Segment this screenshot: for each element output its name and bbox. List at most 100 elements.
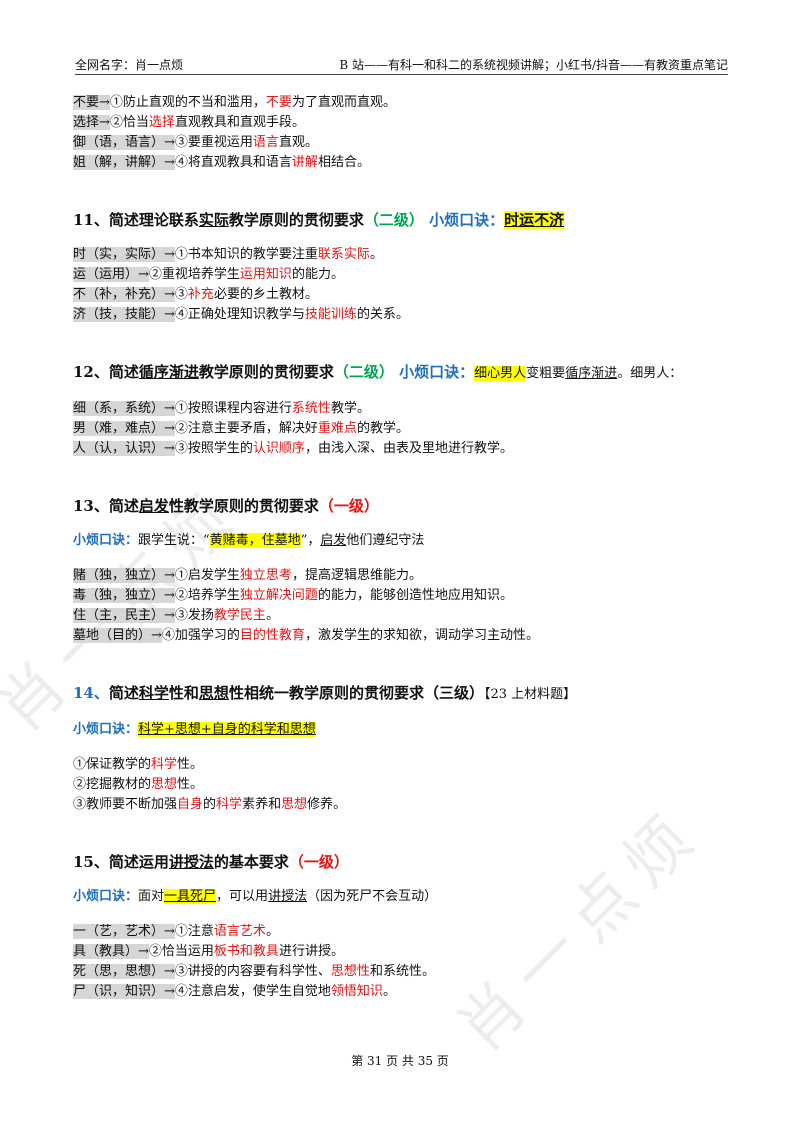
text-span: 技能训练 bbox=[304, 307, 357, 322]
text-span: 语言艺术 bbox=[213, 924, 266, 939]
line: 运（运用）→②重视培养学生运用知识的能力。 bbox=[73, 265, 740, 285]
text-span: 直观。 bbox=[278, 135, 318, 150]
text-span: 性。 bbox=[177, 777, 204, 792]
text-span: 不要→ bbox=[73, 95, 110, 110]
text-span: ③按照学生的 bbox=[174, 441, 253, 456]
text-span: 小烦口诀： bbox=[73, 722, 139, 737]
text-span: （一级） bbox=[288, 853, 349, 871]
line: 御（语，语言）→③要重视运用语言直观。 bbox=[73, 133, 740, 153]
text-span: 相结合。 bbox=[317, 155, 370, 170]
text-span: 11、简述理论联系 bbox=[73, 211, 199, 229]
line: ②挖掘教材的思想性。 bbox=[73, 775, 740, 795]
text-span: 13、简述 bbox=[73, 497, 139, 515]
text-span: 一（艺，艺术）→ bbox=[73, 924, 175, 939]
text-span: 御（语，语言）→ bbox=[73, 135, 175, 150]
text-span: 科学 bbox=[216, 797, 243, 812]
text-span: ②注意主要矛盾，解决好 bbox=[174, 421, 318, 436]
text-span: 科学 bbox=[151, 757, 178, 772]
text-span: 的 bbox=[203, 797, 217, 812]
text-span: 为了直观而直观。 bbox=[291, 95, 396, 110]
line: ③教师要不断加强自身的科学素养和思想修养。 bbox=[73, 795, 740, 815]
text-span: 。 bbox=[369, 247, 383, 262]
text-span: ，激发学生的求知欲，调动学习主动性。 bbox=[304, 628, 539, 643]
text-span: 住（主，民主）→ bbox=[73, 608, 175, 623]
text-span: 小烦口诀： bbox=[73, 533, 139, 548]
line: 赌（独，独立）→①启发学生独立思考，提高逻辑思维能力。 bbox=[73, 566, 740, 586]
text-span: 重难点 bbox=[317, 421, 357, 436]
line: 选择→②恰当选择直观教具和直观手段。 bbox=[73, 113, 740, 133]
text-span: 实际 bbox=[198, 211, 229, 229]
text-span: 细（系，系统）→ bbox=[73, 401, 175, 416]
text-span: 毒（独，独立）→ bbox=[73, 588, 175, 603]
text-span: 领悟知识 bbox=[330, 984, 383, 999]
text-span: ③教师要不断加强 bbox=[73, 797, 178, 812]
text-span: ，由浅入深、由表及里地进行教学。 bbox=[304, 441, 513, 456]
text-span: 自身 bbox=[177, 797, 204, 812]
text-span: 死（思，思想）→ bbox=[73, 964, 175, 979]
text-span: ③要重视运用 bbox=[174, 135, 253, 150]
text-span: （二级） bbox=[363, 211, 424, 229]
text-span: 墓地（目的）→ bbox=[73, 628, 162, 643]
text-span: 修养。 bbox=[307, 797, 347, 812]
text-span: ④将直观教具和语言 bbox=[174, 155, 292, 170]
line: ①保证教学的科学性。 bbox=[73, 755, 740, 775]
text-span: 独立解决问题 bbox=[239, 588, 318, 603]
text-span: 讲授法 bbox=[268, 889, 308, 904]
text-span: 运用知识 bbox=[239, 267, 292, 282]
line: 不要→①防止直观的不当和滥用，不要为了直观而直观。 bbox=[73, 93, 740, 113]
text-span: 目的性教育 bbox=[239, 628, 305, 643]
mnemonic: 小烦口诀：科学+思想+自身的科学和思想 bbox=[73, 720, 740, 740]
text-span: ②恰当运用 bbox=[148, 944, 214, 959]
text-span: 小烦口诀： bbox=[393, 363, 475, 381]
text-span: ①注意 bbox=[174, 924, 214, 939]
text-span: ①防止直观的不当和滥用， bbox=[109, 95, 266, 110]
line: 一（艺，艺术）→①注意语言艺术。 bbox=[73, 922, 740, 942]
line: 细（系，系统）→①按照课程内容进行系统性教学。 bbox=[73, 399, 740, 419]
text-span: 科学 bbox=[138, 684, 169, 702]
text-span: 教学民主 bbox=[213, 608, 266, 623]
text-span: 济（技，技能）→ bbox=[73, 307, 175, 322]
text-span: 12、简述 bbox=[73, 363, 139, 381]
text-span: 的教学。 bbox=[356, 421, 409, 436]
line: 尸（识，知识）→④注意启发，使学生自觉地领悟知识。 bbox=[73, 982, 740, 1002]
text-span: 必要的乡土教材。 bbox=[213, 287, 318, 302]
text-span: 语言 bbox=[252, 135, 279, 150]
text-span: 循序渐进 bbox=[138, 363, 199, 381]
line: 姐（解，讲解）→④将直观教具和语言讲解相结合。 bbox=[73, 153, 740, 173]
text-span: 素养和 bbox=[242, 797, 282, 812]
text-span: 补充 bbox=[187, 287, 214, 302]
text-span: 时（实，实际）→ bbox=[73, 247, 175, 262]
text-span: （一级） bbox=[318, 497, 379, 515]
text-span: ，提高逻辑思维能力。 bbox=[291, 568, 422, 583]
heading: 14、简述科学性和思想性相统一教学原则的贯彻要求（三级）【23 上材料题】 bbox=[73, 683, 740, 705]
text-span: ，可以用 bbox=[216, 889, 269, 904]
text-span: 启发 bbox=[320, 533, 347, 548]
text-span: ③发扬 bbox=[174, 608, 214, 623]
text-span: 和系统性。 bbox=[369, 964, 435, 979]
text-span: 选择→ bbox=[73, 115, 110, 130]
mnemonic: 小烦口诀：面对一具死尸，可以用讲授法（因为死尸不会互动） bbox=[73, 887, 740, 907]
line: 不（补，补充）→③补充必要的乡土教材。 bbox=[73, 285, 740, 305]
text-span: 思想性 bbox=[330, 964, 370, 979]
text-span: 思想 bbox=[151, 777, 178, 792]
text-span: 讲授法 bbox=[168, 853, 214, 871]
text-span: 运（运用）→ bbox=[73, 267, 149, 282]
line: 人（认，认识）→③按照学生的认识顺序，由浅入深、由表及里地进行教学。 bbox=[73, 439, 740, 459]
text-span: 。细男人： bbox=[617, 366, 683, 381]
text-span: 男（难，难点）→ bbox=[73, 421, 175, 436]
line: 男（难，难点）→②注意主要矛盾，解决好重难点的教学。 bbox=[73, 419, 740, 439]
text-span: 赌（独，独立）→ bbox=[73, 568, 175, 583]
text-span: 变粗要 bbox=[526, 366, 566, 381]
text-span: 进行讲授。 bbox=[278, 944, 344, 959]
text-span: ”， bbox=[300, 533, 321, 548]
text-span: 具（教具）→ bbox=[73, 944, 149, 959]
heading: 13、简述启发性教学原则的贯彻要求（一级） bbox=[73, 496, 740, 516]
text-span: 跟学生说：“ bbox=[138, 533, 210, 548]
text-span: 的能力，能够创造性地应用知识。 bbox=[317, 588, 513, 603]
text-span: 。 bbox=[382, 984, 396, 999]
text-span: 认识顺序 bbox=[252, 441, 305, 456]
text-span: 人（认，认识）→ bbox=[73, 441, 175, 456]
page-header: 全网名字：肖一点烦 B 站——有科一和科二的系统视频讲解；小红书/抖音——有教资… bbox=[75, 56, 728, 75]
text-span: 科学+思想+自身的科学和思想 bbox=[138, 722, 316, 737]
text-span: 选择 bbox=[148, 115, 175, 130]
